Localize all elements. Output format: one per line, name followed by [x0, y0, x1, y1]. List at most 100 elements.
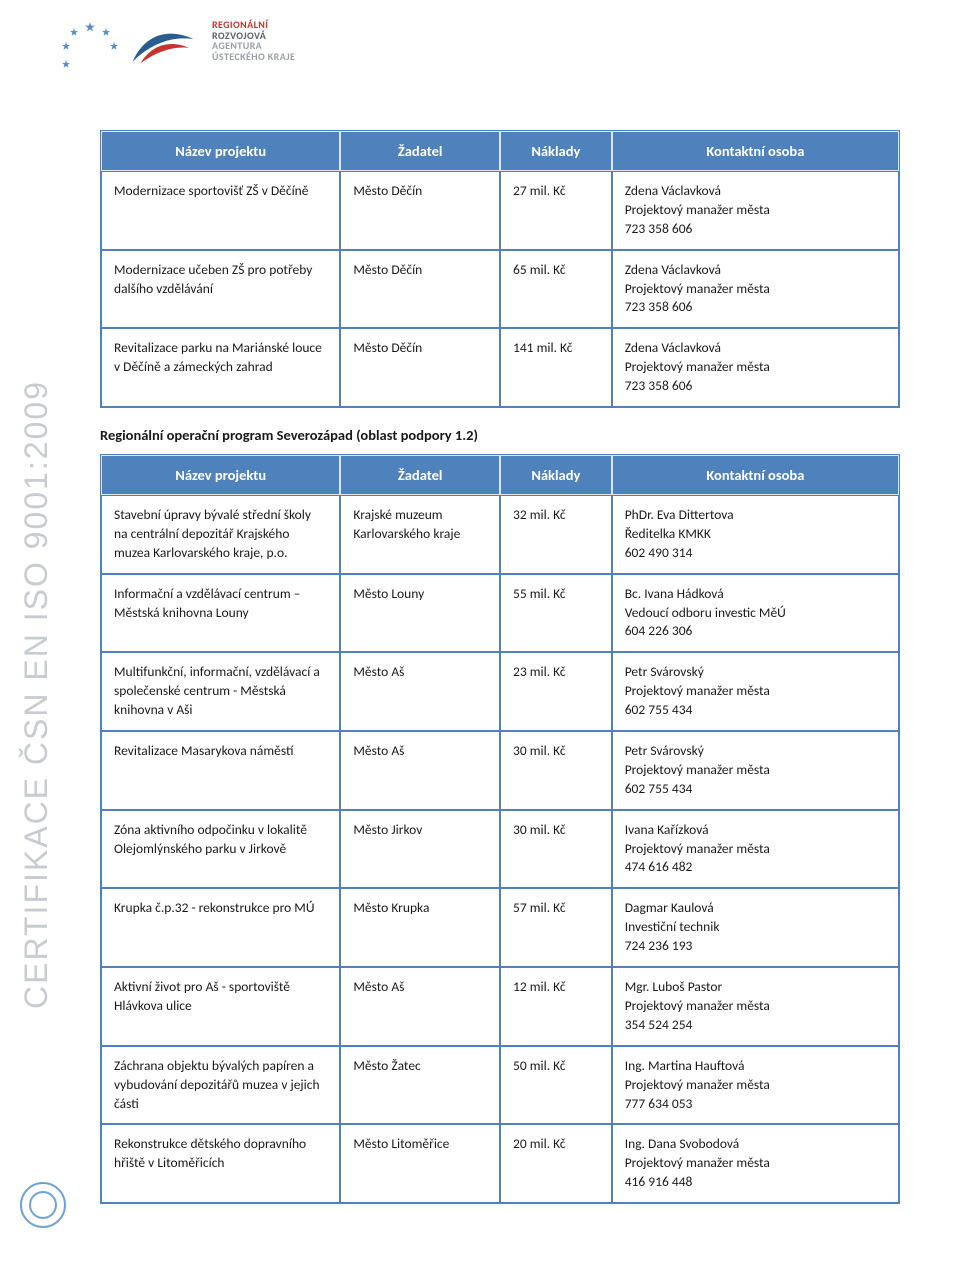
cell-project: Záchrana objektu bývalých papíren a vybu…: [101, 1046, 340, 1125]
contact-name: Mgr. Luboš Pastor: [625, 978, 886, 997]
contact-name: Dagmar Kaulová: [625, 899, 886, 918]
org-line-4: ÚSTECKÉHO KRAJE: [212, 52, 295, 63]
cell-project: Informační a vzdělávací centrum – Městsk…: [101, 574, 340, 653]
header-logo: REGIONÁLNÍ ROZVOJOVÁ AGENTURA ÚSTECKÉHO …: [60, 20, 295, 80]
cell-cost: 30 mil. Kč: [500, 810, 612, 889]
contact-phone: 723 358 606: [625, 298, 886, 317]
cell-cost: 141 mil. Kč: [500, 328, 612, 407]
table-row: Záchrana objektu bývalých papíren a vybu…: [101, 1046, 899, 1125]
th-applicant: Žadatel: [340, 131, 500, 171]
cell-project: Stavební úpravy bývalé střední školy na …: [101, 495, 340, 574]
cell-project: Multifunkční, informační, vzdělávací a s…: [101, 652, 340, 731]
th-applicant: Žadatel: [340, 455, 500, 495]
table-row: Rekonstrukce dětského dopravního hřiště …: [101, 1124, 899, 1203]
cell-contact: Bc. Ivana HádkováVedoucí odboru investic…: [612, 574, 899, 653]
table-row: Krupka č.p.32 - rekonstrukce pro MÚMěsto…: [101, 888, 899, 967]
cell-cost: 50 mil. Kč: [500, 1046, 612, 1125]
contact-role: Vedoucí odboru investic MěÚ: [625, 604, 886, 623]
cell-cost: 57 mil. Kč: [500, 888, 612, 967]
cell-project: Rekonstrukce dětského dopravního hřiště …: [101, 1124, 340, 1203]
contact-role: Projektový manažer města: [625, 997, 886, 1016]
contact-role: Projektový manažer města: [625, 761, 886, 780]
cell-cost: 30 mil. Kč: [500, 731, 612, 810]
contact-phone: 474 616 482: [625, 858, 886, 877]
cell-cost: 27 mil. Kč: [500, 171, 612, 250]
section-heading: Regionální operační program Severozápad …: [100, 426, 900, 444]
contact-name: Ing. Martina Hauftová: [625, 1057, 886, 1076]
contact-role: Ředitelka KMKK: [625, 525, 886, 544]
cell-applicant: Město Krupka: [340, 888, 500, 967]
contact-role: Projektový manažer města: [625, 201, 886, 220]
table-row: Revitalizace Masarykova náměstíMěsto Aš3…: [101, 731, 899, 810]
contact-name: Ing. Dana Svobodová: [625, 1135, 886, 1154]
cell-project: Zóna aktivního odpočinku v lokalitě Olej…: [101, 810, 340, 889]
table-header-row: Název projektu Žadatel Náklady Kontaktní…: [101, 455, 899, 495]
contact-phone: 604 226 306: [625, 622, 886, 641]
cell-applicant: Město Litoměřice: [340, 1124, 500, 1203]
cell-contact: Ing. Dana SvobodováProjektový manažer mě…: [612, 1124, 899, 1203]
cell-applicant: Krajské muzeum Karlovarského kraje: [340, 495, 500, 574]
th-contact: Kontaktní osoba: [612, 131, 899, 171]
rra-swoosh-icon: [128, 20, 198, 72]
cell-contact: Ing. Martina HauftováProjektový manažer …: [612, 1046, 899, 1125]
cell-cost: 32 mil. Kč: [500, 495, 612, 574]
certification-side-text: CERTIFIKACE ČSN EN ISO 9001:2009: [18, 380, 55, 1009]
table-row: Modernizace sportovišť ZŠ v DěčíněMěsto …: [101, 171, 899, 250]
th-cost: Náklady: [500, 455, 612, 495]
cell-applicant: Město Děčín: [340, 250, 500, 329]
th-project: Název projektu: [101, 455, 340, 495]
th-contact: Kontaktní osoba: [612, 455, 899, 495]
contact-name: Bc. Ivana Hádková: [625, 585, 886, 604]
certification-seal-icon: [20, 1182, 66, 1228]
contact-role: Projektový manažer města: [625, 358, 886, 377]
th-cost: Náklady: [500, 131, 612, 171]
contact-role: Projektový manažer města: [625, 682, 886, 701]
cell-cost: 65 mil. Kč: [500, 250, 612, 329]
cell-contact: Zdena VáclavkováProjektový manažer města…: [612, 250, 899, 329]
table-row: Informační a vzdělávací centrum – Městsk…: [101, 574, 899, 653]
cell-applicant: Město Louny: [340, 574, 500, 653]
cell-contact: Dagmar KaulováInvestiční technik724 236 …: [612, 888, 899, 967]
contact-phone: 602 755 434: [625, 780, 886, 799]
cell-contact: Petr SvárovskýProjektový manažer města60…: [612, 652, 899, 731]
cell-cost: 12 mil. Kč: [500, 967, 612, 1046]
cell-project: Revitalizace Masarykova náměstí: [101, 731, 340, 810]
table-row: Modernizace učeben ZŠ pro potřeby dalšíh…: [101, 250, 899, 329]
contact-phone: 416 916 448: [625, 1173, 886, 1192]
contact-phone: 602 490 314: [625, 544, 886, 563]
cell-cost: 55 mil. Kč: [500, 574, 612, 653]
cell-applicant: Město Aš: [340, 731, 500, 810]
cell-applicant: Město Jirkov: [340, 810, 500, 889]
cell-contact: Mgr. Luboš PastorProjektový manažer měst…: [612, 967, 899, 1046]
cell-project: Revitalizace parku na Mariánské louce v …: [101, 328, 340, 407]
cell-applicant: Město Žatec: [340, 1046, 500, 1125]
cell-project: Krupka č.p.32 - rekonstrukce pro MÚ: [101, 888, 340, 967]
projects-table-2: Název projektu Žadatel Náklady Kontaktní…: [100, 454, 900, 1204]
eu-stars-icon: [60, 20, 120, 80]
cell-project: Modernizace sportovišť ZŠ v Děčíně: [101, 171, 340, 250]
cell-applicant: Město Aš: [340, 967, 500, 1046]
cell-project: Aktivní život pro Aš - sportoviště Hlávk…: [101, 967, 340, 1046]
table-header-row: Název projektu Žadatel Náklady Kontaktní…: [101, 131, 899, 171]
th-project: Název projektu: [101, 131, 340, 171]
cell-cost: 20 mil. Kč: [500, 1124, 612, 1203]
cell-contact: PhDr. Eva DittertovaŘeditelka KMKK602 49…: [612, 495, 899, 574]
table-row: Aktivní život pro Aš - sportoviště Hlávk…: [101, 967, 899, 1046]
contact-name: Petr Svárovský: [625, 742, 886, 761]
table-row: Stavební úpravy bývalé střední školy na …: [101, 495, 899, 574]
contact-name: Zdena Václavková: [625, 182, 886, 201]
contact-role: Investiční technik: [625, 918, 886, 937]
contact-name: Ivana Kařízková: [625, 821, 886, 840]
cell-contact: Zdena VáclavkováProjektový manažer města…: [612, 171, 899, 250]
table-row: Revitalizace parku na Mariánské louce v …: [101, 328, 899, 407]
cell-contact: Zdena VáclavkováProjektový manažer města…: [612, 328, 899, 407]
contact-phone: 354 524 254: [625, 1016, 886, 1035]
contact-name: Petr Svárovský: [625, 663, 886, 682]
cell-applicant: Město Aš: [340, 652, 500, 731]
cell-applicant: Město Děčín: [340, 171, 500, 250]
table-row: Zóna aktivního odpočinku v lokalitě Olej…: [101, 810, 899, 889]
contact-phone: 723 358 606: [625, 220, 886, 239]
contact-role: Projektový manažer města: [625, 840, 886, 859]
contact-phone: 602 755 434: [625, 701, 886, 720]
contact-name: PhDr. Eva Dittertova: [625, 506, 886, 525]
